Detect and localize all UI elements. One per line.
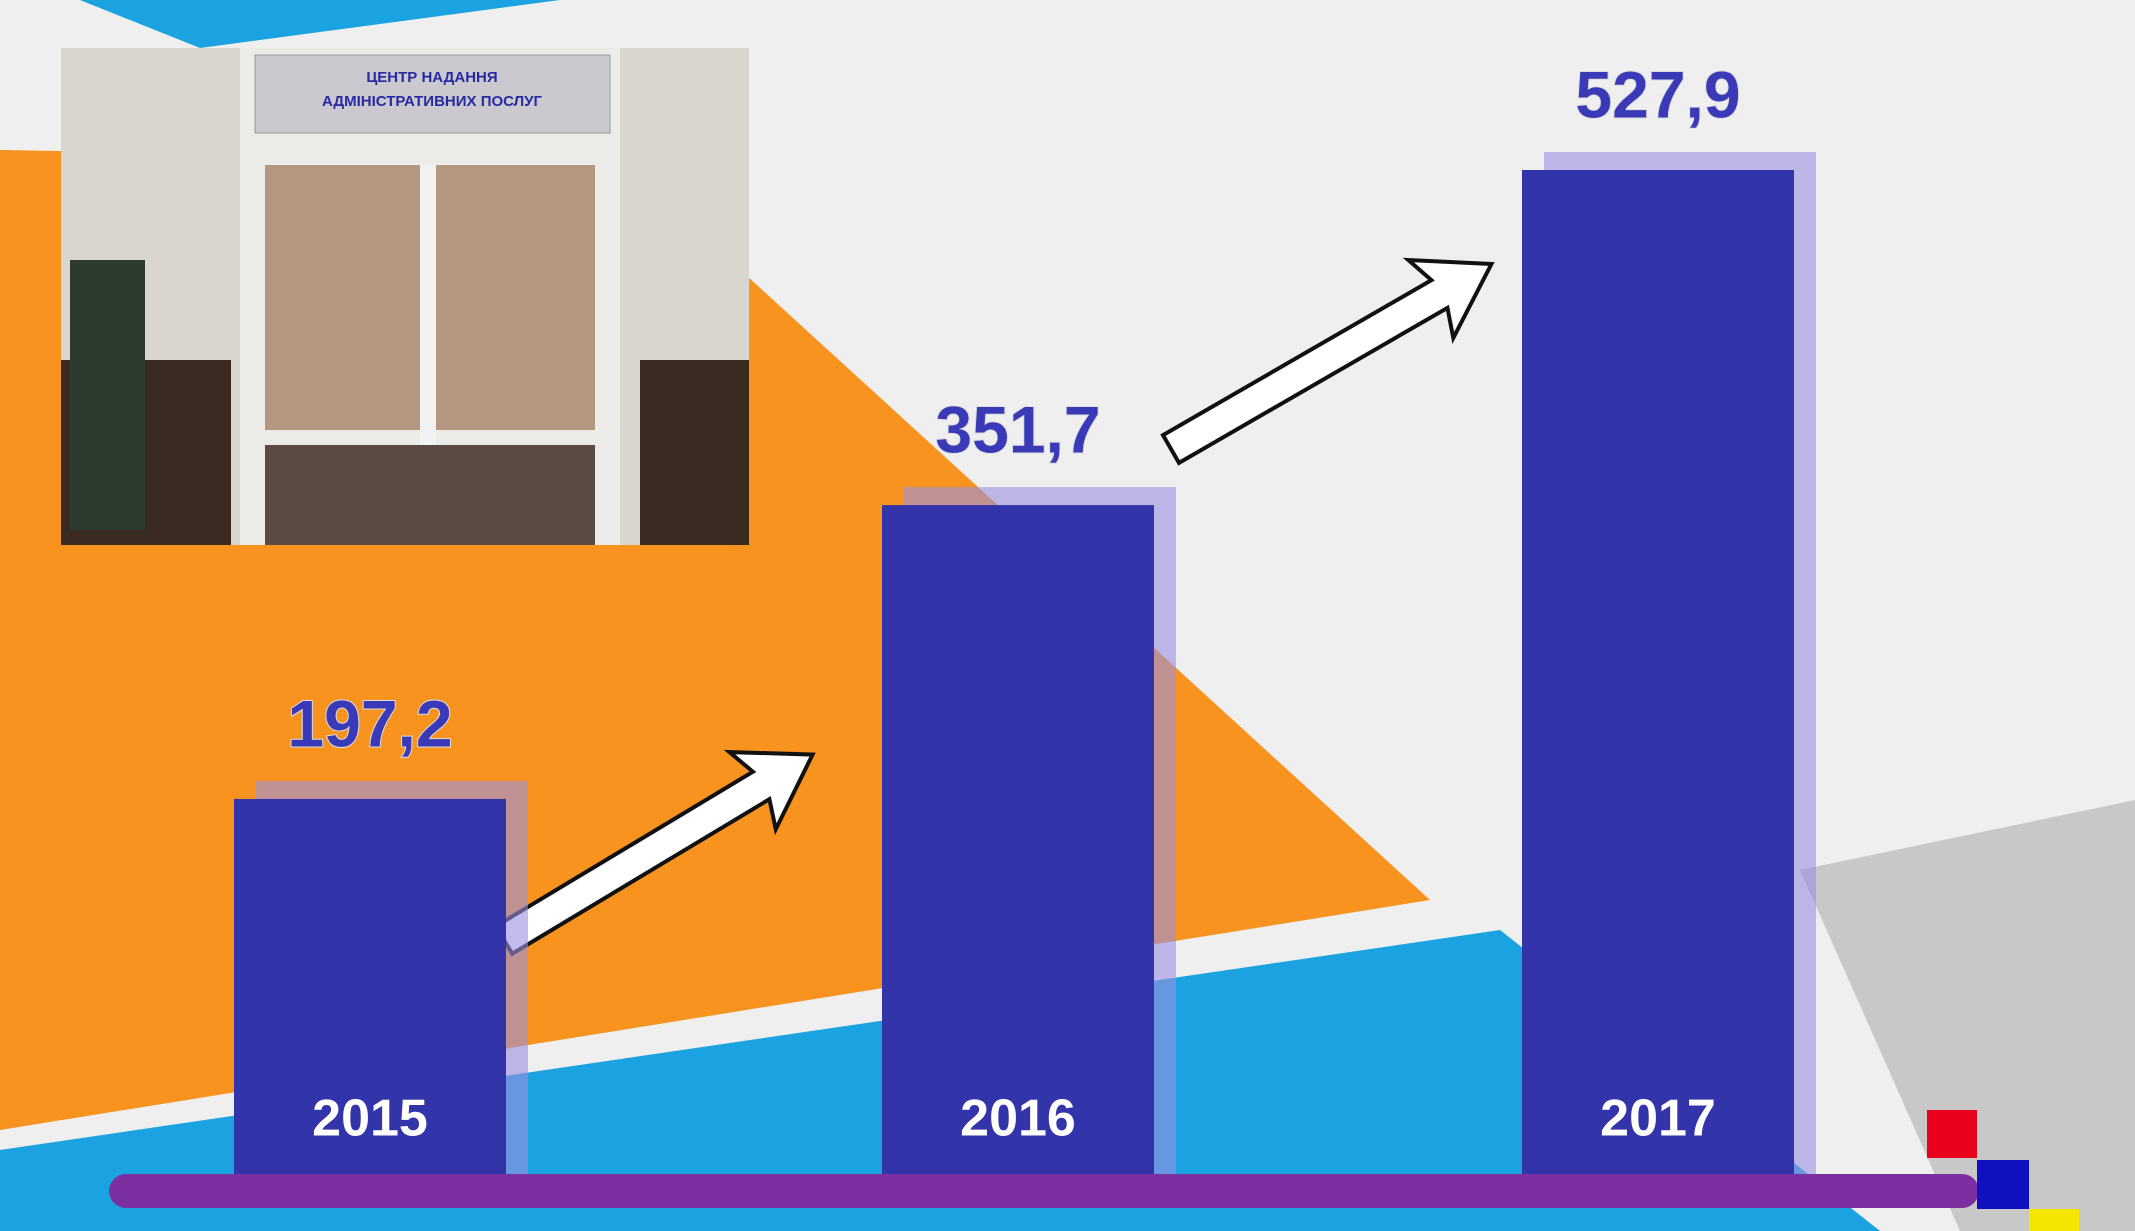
decor-square <box>2029 1209 2079 1231</box>
value-label: 527,9 <box>1575 57 1740 131</box>
decor-square <box>1977 1160 2029 1209</box>
photo: ЦЕНТР НАДАННЯ АДМІНІСТРАТИВНИХ ПОСЛУГ <box>61 48 749 545</box>
category-label: 2016 <box>960 1090 1076 1148</box>
category-label: 2017 <box>1600 1090 1716 1148</box>
decor-square <box>1927 1110 1977 1158</box>
baseline-bar <box>109 1174 1979 1208</box>
bar <box>1522 170 1794 1174</box>
category-label: 2015 <box>312 1090 428 1148</box>
photo-sign: АДМІНІСТРАТИВНИХ ПОСЛУГ <box>322 93 542 110</box>
chart: ЦЕНТР НАДАННЯ АДМІНІСТРАТИВНИХ ПОСЛУГ 19… <box>0 0 2135 1231</box>
photo-sign: ЦЕНТР НАДАННЯ <box>366 69 497 86</box>
value-label: 351,7 <box>935 393 1100 467</box>
bar <box>882 505 1154 1174</box>
value-label: 197,2 <box>287 686 452 760</box>
